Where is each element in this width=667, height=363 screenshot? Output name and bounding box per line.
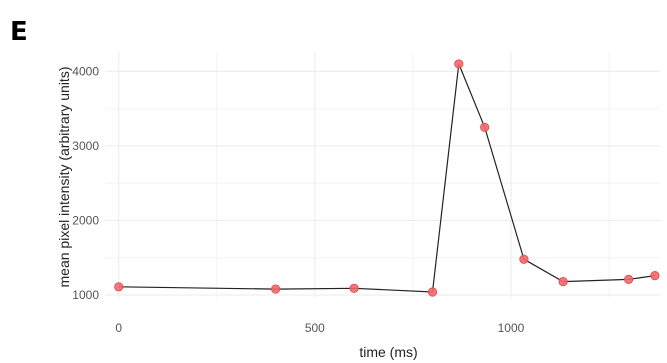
data-point bbox=[271, 284, 281, 294]
data-point bbox=[519, 254, 529, 264]
data-point bbox=[558, 276, 568, 287]
x-tick-label: 0 bbox=[115, 321, 122, 335]
x-tick-label: 1000 bbox=[498, 321, 525, 335]
x-tick-label: 500 bbox=[305, 321, 325, 335]
y-tick-label: 4000 bbox=[72, 64, 99, 78]
x-axis-ticks: 0 500 1000 bbox=[115, 321, 524, 335]
major-gridlines bbox=[105, 52, 660, 298]
data-point bbox=[650, 271, 660, 281]
y-axis-ticks: 1000 2000 3000 4000 bbox=[72, 64, 99, 302]
data-point bbox=[480, 122, 490, 132]
data-point bbox=[114, 282, 124, 292]
y-tick-label: 1000 bbox=[72, 288, 99, 302]
minor-gridlines bbox=[105, 52, 660, 298]
data-point bbox=[349, 283, 359, 293]
y-axis-title: mean pixel intensity (arbitrary units) bbox=[56, 67, 72, 288]
panel-label: E bbox=[10, 17, 28, 47]
data-point bbox=[624, 274, 634, 284]
y-tick-label: 3000 bbox=[72, 139, 99, 153]
x-axis-title: time (ms) bbox=[359, 344, 417, 360]
data-point bbox=[454, 59, 464, 69]
data-series bbox=[114, 59, 660, 297]
y-tick-label: 2000 bbox=[72, 213, 99, 227]
series-line bbox=[118, 63, 655, 293]
data-point bbox=[427, 287, 438, 297]
